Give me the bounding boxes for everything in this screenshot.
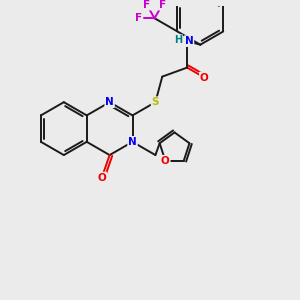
Text: O: O (161, 156, 170, 166)
Text: F: F (159, 0, 166, 10)
Text: F: F (143, 0, 150, 10)
Text: N: N (185, 36, 194, 46)
Text: S: S (152, 97, 159, 107)
Text: O: O (98, 172, 106, 182)
Text: N: N (105, 97, 114, 107)
Text: F: F (135, 13, 142, 23)
Text: N: N (128, 137, 137, 147)
Text: O: O (200, 73, 209, 82)
Text: H: H (174, 35, 182, 45)
